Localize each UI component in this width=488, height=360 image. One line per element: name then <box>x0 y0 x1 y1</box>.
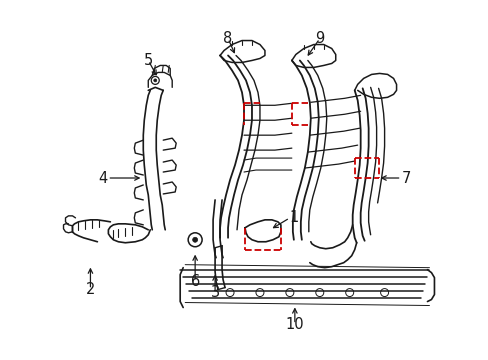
Text: 3: 3 <box>210 285 219 300</box>
Text: 8: 8 <box>223 31 232 46</box>
Text: 9: 9 <box>315 31 324 46</box>
Circle shape <box>192 237 197 242</box>
Circle shape <box>153 79 157 82</box>
Text: 6: 6 <box>190 274 200 289</box>
Text: 7: 7 <box>401 171 410 185</box>
Text: 1: 1 <box>289 210 299 225</box>
Text: 5: 5 <box>143 53 153 68</box>
Text: 2: 2 <box>85 282 95 297</box>
Text: 10: 10 <box>285 317 304 332</box>
Text: 4: 4 <box>98 171 107 185</box>
